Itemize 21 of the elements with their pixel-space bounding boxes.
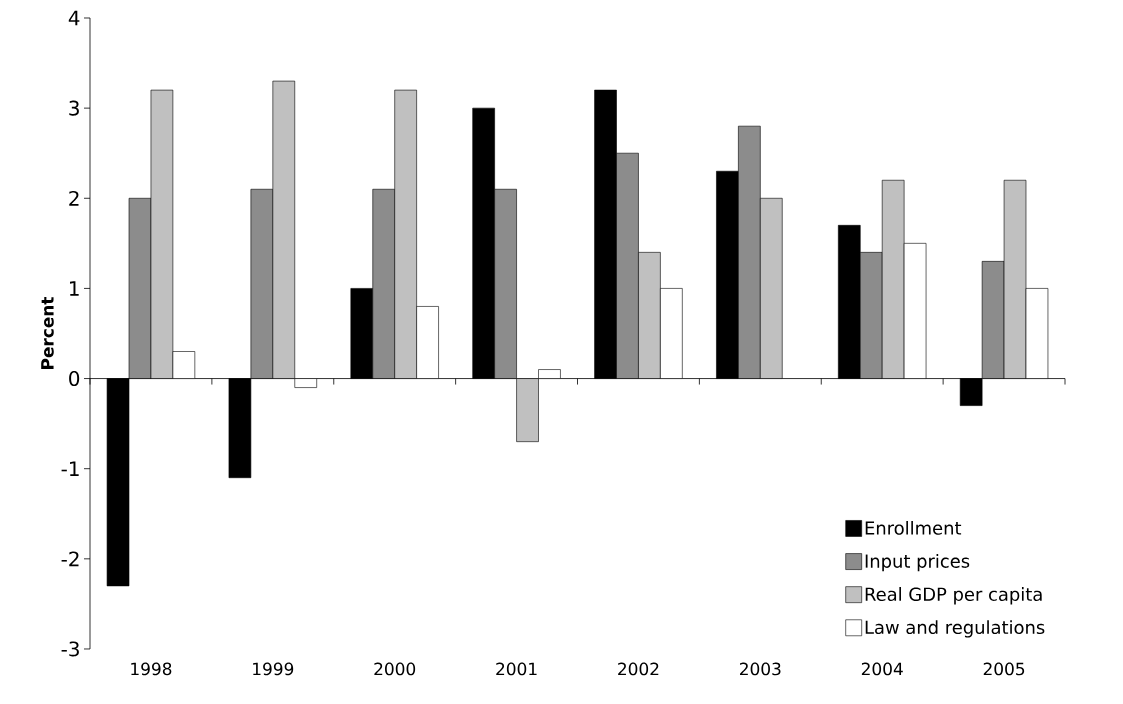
y-tick-label: -2 [61, 551, 79, 567]
y-tick-label: -3 [61, 641, 79, 657]
x-tick-label: 1998 [131, 662, 172, 676]
legend-label: Law and regulations [865, 620, 1045, 638]
y-tick-label: 2 [69, 190, 79, 206]
legend-label: Real GDP per capita [865, 587, 1042, 605]
x-tick-label: 2001 [496, 662, 537, 676]
x-tick-label: 2002 [618, 662, 659, 676]
y-tick-label: 1 [70, 281, 79, 296]
y-tick-label: 0 [69, 371, 80, 387]
y-tick-label: 4 [68, 10, 80, 26]
legend-label: Input prices [865, 554, 970, 572]
y-tick-label: -1 [61, 461, 79, 476]
x-tick-label: 2005 [983, 662, 1025, 676]
x-tick-label: 1999 [253, 662, 294, 676]
y-tick-label: 3 [69, 100, 79, 116]
y-axis-title: Percent [41, 296, 54, 369]
legend-label: Enrollment [865, 520, 962, 535]
x-tick-label: 2003 [740, 662, 781, 676]
x-tick-label: 2000 [374, 662, 416, 676]
x-tick-label: 2004 [861, 662, 903, 676]
